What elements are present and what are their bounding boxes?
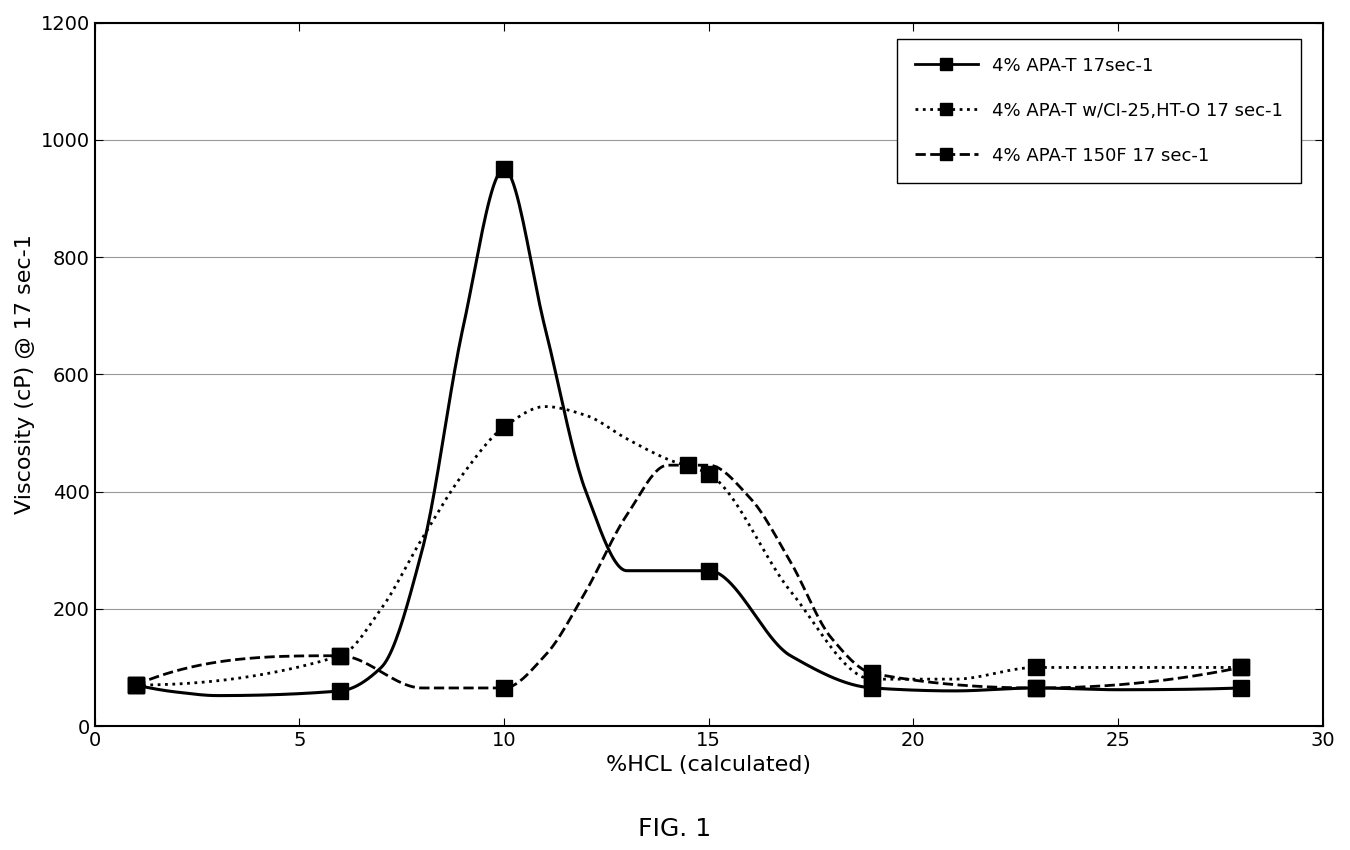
X-axis label: %HCL (calculated): %HCL (calculated)	[606, 756, 811, 775]
Text: FIG. 1: FIG. 1	[639, 818, 711, 842]
Legend: 4% APA-T 17sec-1, 4% APA-T w/CI-25,HT-O 17 sec-1, 4% APA-T 150F 17 sec-1: 4% APA-T 17sec-1, 4% APA-T w/CI-25,HT-O …	[896, 38, 1301, 183]
Y-axis label: Viscosity (cP) @ 17 sec-1: Viscosity (cP) @ 17 sec-1	[15, 235, 35, 514]
